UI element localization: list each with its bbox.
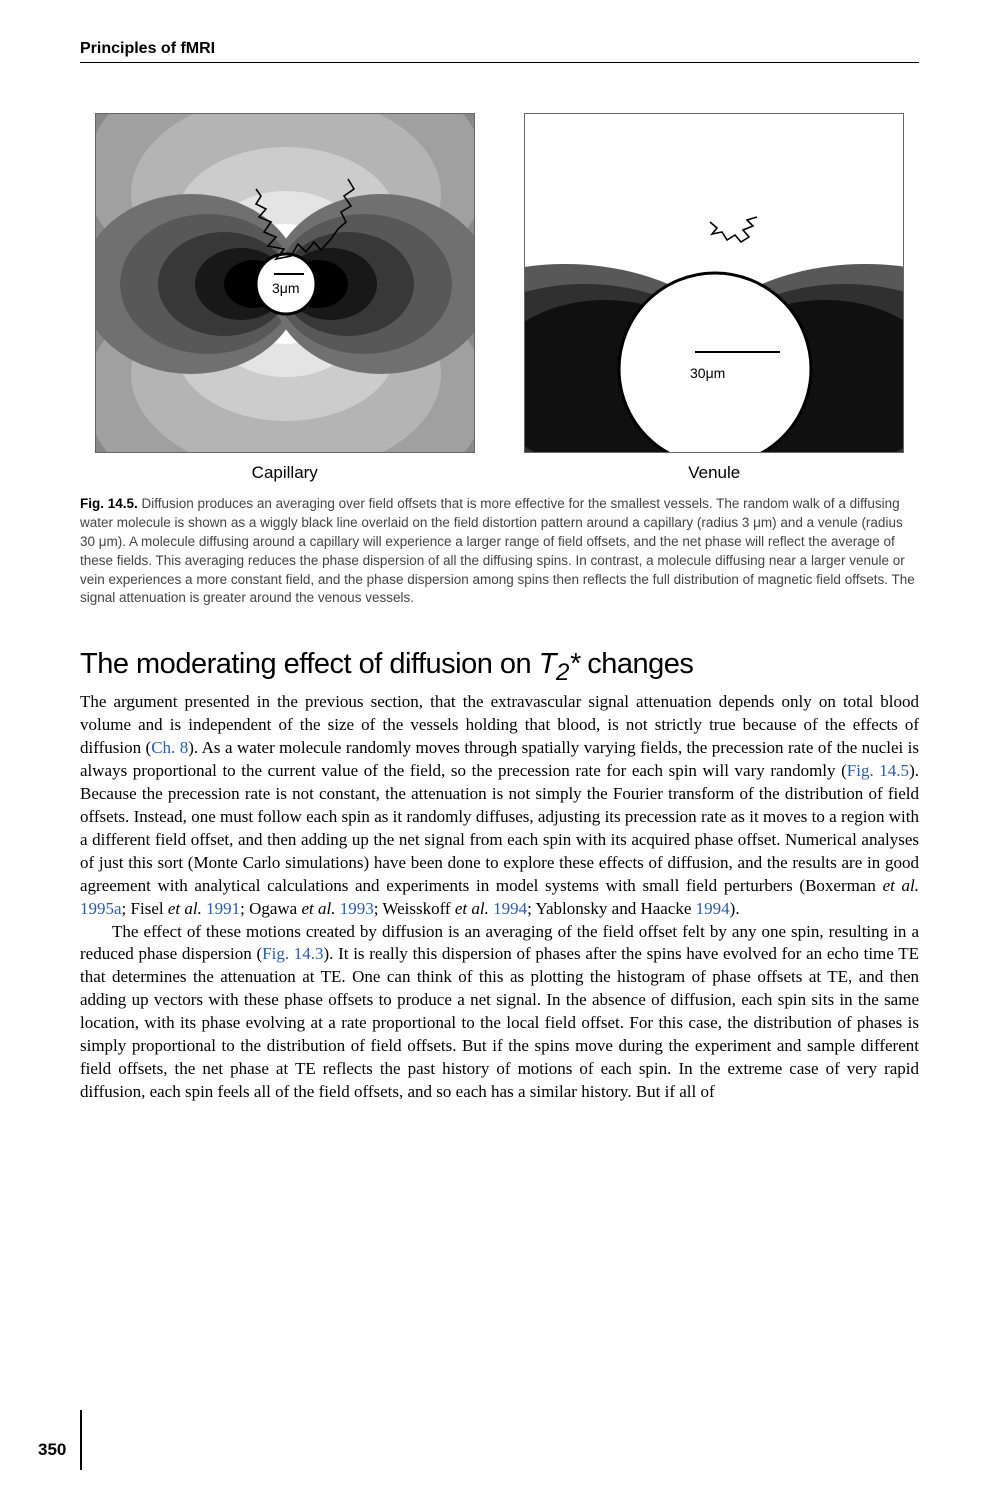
figure-caption: Fig. 14.5. Diffusion produces an averagi… <box>80 495 919 608</box>
link-fig-14-3[interactable]: Fig. 14.3 <box>262 944 323 963</box>
capillary-field-diagram: 3μm <box>95 113 475 453</box>
caption-text: Diffusion produces an averaging over fie… <box>80 496 915 605</box>
venule-radius-label: 30μm <box>690 365 725 381</box>
figure-panel-capillary: 3μm Capillary <box>80 113 490 483</box>
cite-boxerman-1995a[interactable]: 1995a <box>80 899 122 918</box>
venule-field-diagram: 30μm <box>524 113 904 453</box>
page-number: 350 <box>38 1440 66 1460</box>
section-heading: The moderating effect of diffusion on T2… <box>80 648 919 687</box>
body-text: The argument presented in the previous s… <box>80 691 919 1104</box>
page-container: Principles of fMRI <box>0 0 999 1144</box>
page-rule <box>80 1410 82 1470</box>
page-header: Principles of fMRI <box>80 40 919 63</box>
paragraph-1: The argument presented in the previous s… <box>80 691 919 920</box>
venule-label: Venule <box>688 463 740 483</box>
figure-panel-venule: 30μm Venule <box>510 113 920 483</box>
caption-label: Fig. 14.5. <box>80 496 138 511</box>
figure-14-5: 3μm Capillary <box>80 113 919 483</box>
header-title: Principles of fMRI <box>80 40 919 58</box>
cite-ogawa-1993[interactable]: 1993 <box>340 899 374 918</box>
cite-weisskoff-1994[interactable]: 1994 <box>493 899 527 918</box>
link-fig-14-5[interactable]: Fig. 14.5 <box>847 761 909 780</box>
capillary-radius-label: 3μm <box>272 280 300 296</box>
cite-fisel-1991[interactable]: 1991 <box>206 899 240 918</box>
capillary-label: Capillary <box>252 463 318 483</box>
paragraph-2: The effect of these motions created by d… <box>80 921 919 1105</box>
link-ch8[interactable]: Ch. 8 <box>151 738 188 757</box>
cite-yablonsky-1994[interactable]: 1994 <box>696 899 730 918</box>
